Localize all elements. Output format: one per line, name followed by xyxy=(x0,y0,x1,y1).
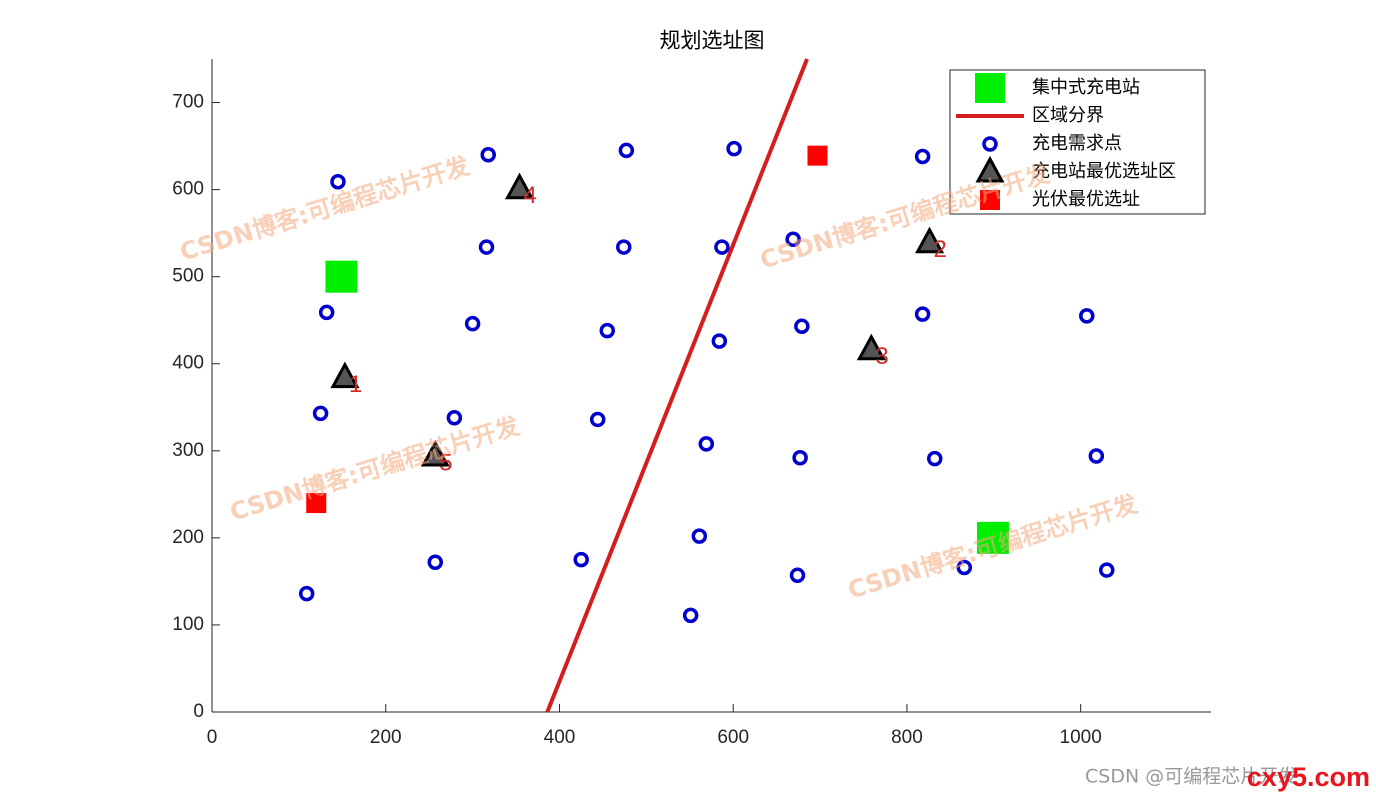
point xyxy=(856,333,886,361)
boundary-line xyxy=(545,58,809,713)
point xyxy=(325,260,358,293)
legend-marker xyxy=(975,73,1005,103)
point xyxy=(573,551,589,568)
legend-marker xyxy=(975,155,1005,183)
point xyxy=(927,450,943,467)
y-tick-label: 200 xyxy=(172,527,204,548)
point-label: 2 xyxy=(934,236,947,263)
point xyxy=(504,172,535,200)
y-tick-label: 0 xyxy=(193,701,204,722)
watermark: CSDN博客:可编程芯片开发 xyxy=(757,160,1053,275)
point xyxy=(464,315,481,332)
point xyxy=(711,333,728,349)
x-tick-label: 0 xyxy=(207,727,218,748)
x-tick-label: 1000 xyxy=(1060,727,1102,748)
chart-title: 规划选址图 xyxy=(660,29,765,53)
point xyxy=(306,493,327,514)
point xyxy=(599,322,616,339)
point xyxy=(616,239,632,255)
point xyxy=(807,145,828,166)
point xyxy=(480,147,496,163)
x-tick-label: 200 xyxy=(370,727,402,748)
point xyxy=(789,567,806,584)
point xyxy=(682,607,699,624)
point xyxy=(794,318,810,335)
point xyxy=(976,521,1009,554)
y-tick-label: 600 xyxy=(172,179,204,200)
point xyxy=(446,409,463,426)
watermark: CSDN博客:可编程芯片开发 xyxy=(177,152,473,267)
watermark: CSDN博客:可编程芯片开发 xyxy=(227,412,523,527)
x-tick-label: 600 xyxy=(717,727,749,748)
point xyxy=(618,142,635,159)
legend-marker xyxy=(982,136,998,152)
point xyxy=(956,559,973,576)
point xyxy=(698,436,715,452)
point xyxy=(330,361,360,389)
point xyxy=(1099,562,1115,578)
point-label: 1 xyxy=(349,371,362,398)
point xyxy=(914,148,931,165)
point xyxy=(298,585,315,602)
y-tick-label: 400 xyxy=(172,353,204,374)
point xyxy=(785,231,801,247)
point-label: 4 xyxy=(524,182,537,209)
legend-marker xyxy=(980,190,1000,210)
y-tick-label: 300 xyxy=(172,440,204,461)
y-tick-label: 100 xyxy=(172,614,204,635)
watermark: CSDN博客:可编程芯片开发 xyxy=(845,490,1141,605)
point xyxy=(318,304,335,321)
y-tick-label: 500 xyxy=(172,266,204,287)
legend-text: 光伏最优选址 xyxy=(1032,189,1140,210)
point xyxy=(589,411,606,428)
footer: CSDN @可编程芯片开发 xyxy=(1085,766,1297,788)
x-tick-label: 400 xyxy=(544,727,576,748)
point xyxy=(427,554,444,570)
legend-text: 充电需求点 xyxy=(1032,133,1122,154)
point xyxy=(915,226,945,254)
point xyxy=(1079,308,1095,324)
point xyxy=(792,450,808,466)
point-label: 3 xyxy=(875,343,888,370)
y-tick-label: 700 xyxy=(172,92,204,113)
legend-text: 区域分界 xyxy=(1032,105,1104,126)
x-tick-label: 800 xyxy=(891,727,923,748)
legend-text: 充电站最优选址区 xyxy=(1032,161,1176,182)
point xyxy=(714,239,730,255)
point xyxy=(914,306,931,322)
point xyxy=(726,140,742,157)
point xyxy=(330,174,346,190)
point xyxy=(691,528,708,544)
point xyxy=(1088,448,1105,464)
point xyxy=(420,439,450,467)
point xyxy=(312,405,329,422)
point-label: 5 xyxy=(439,449,452,476)
site: cxy5.com xyxy=(1247,762,1370,792)
legend-text: 集中式充电站 xyxy=(1032,77,1140,98)
point xyxy=(478,239,495,255)
